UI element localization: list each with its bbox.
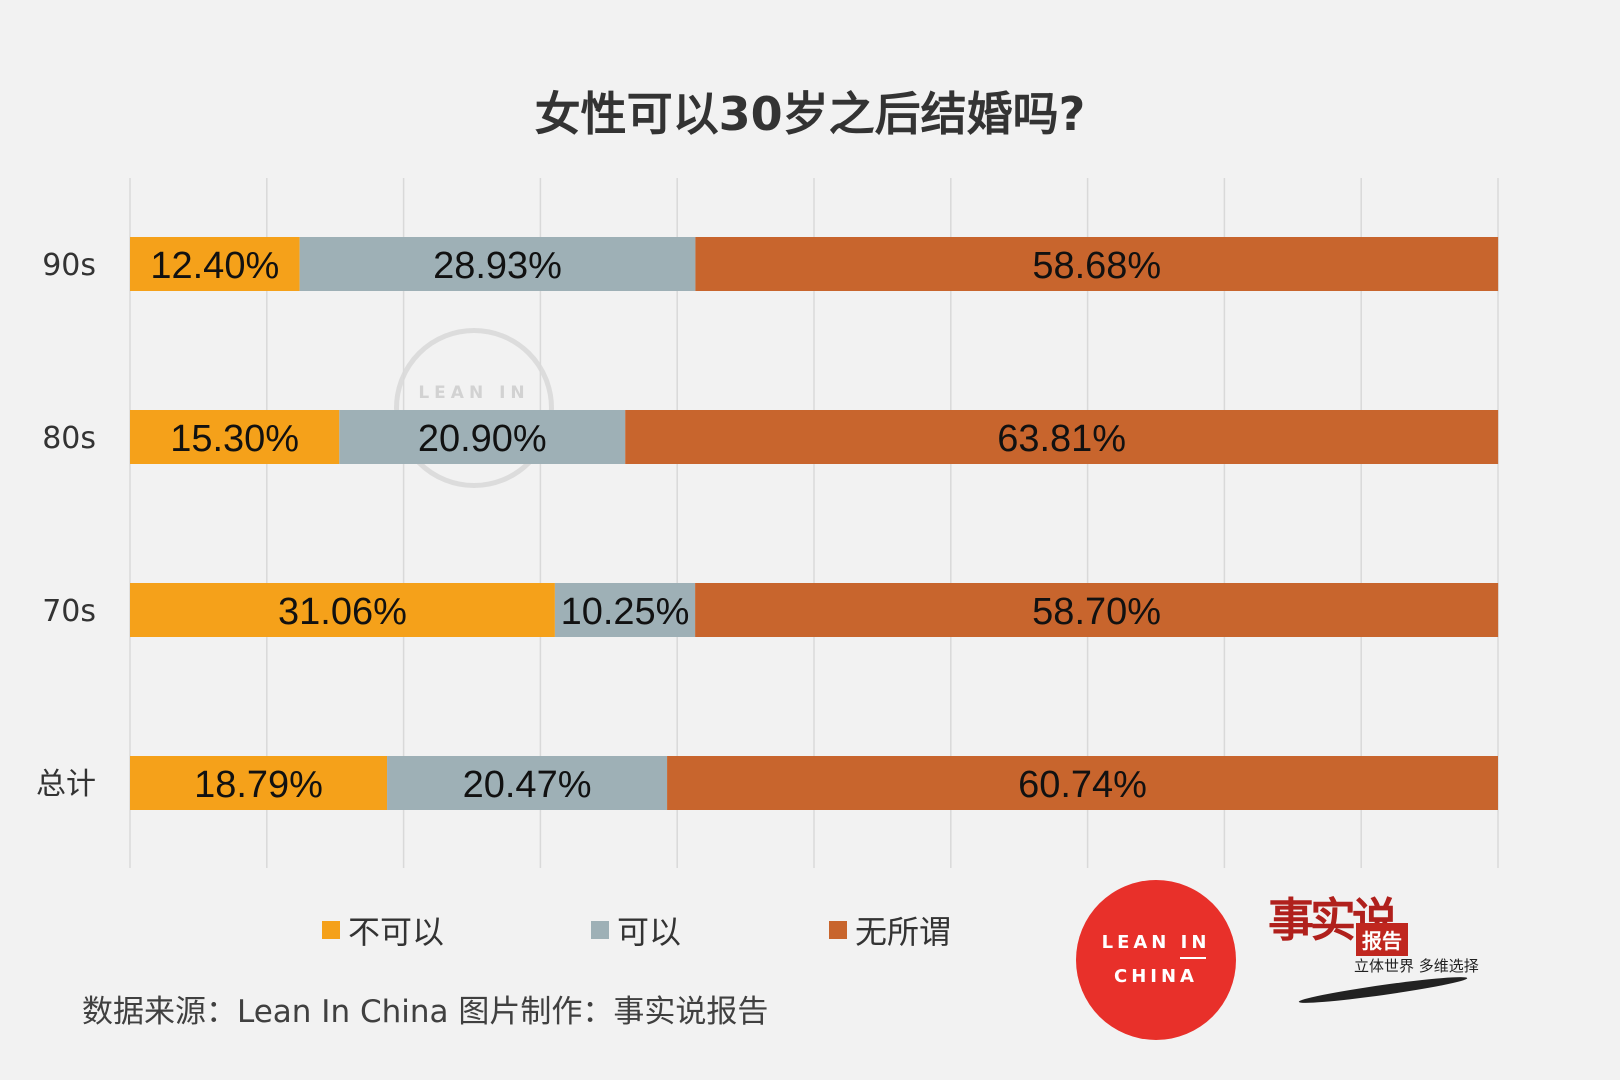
data-label: 58.70% — [1032, 591, 1161, 633]
data-label: 10.25% — [561, 591, 690, 633]
bar-segment — [130, 583, 555, 637]
bar-segment — [130, 410, 340, 464]
data-label: 31.06% — [278, 591, 407, 633]
chart-title: 女性可以30岁之后结婚吗? — [534, 87, 1086, 141]
data-label: 15.30% — [170, 418, 299, 460]
brand-badge: 报告 — [1356, 923, 1408, 956]
data-label: 18.79% — [194, 764, 323, 806]
bar-segment — [130, 756, 388, 810]
brush-stroke-icon — [1298, 973, 1468, 1007]
legend-item-keyi: 可以 — [591, 905, 681, 955]
data-label: 12.40% — [150, 245, 279, 287]
stacked-bar-chart: 90s 12.40% 28.93% 58.68% 80s 15.30% 20.90% 63.8… — [36, 178, 1499, 868]
bar-segment — [695, 237, 1499, 291]
legend-swatch — [591, 921, 609, 939]
bar-segment — [695, 583, 1499, 637]
legend-label: 不可以 — [348, 913, 445, 951]
data-label: 20.47% — [463, 764, 592, 806]
bar-segment — [625, 410, 1499, 464]
legend-item-wusuowei: 无所谓 — [829, 905, 951, 955]
bar-segment — [667, 756, 1498, 810]
legend-swatch — [322, 921, 340, 939]
bar-segment — [554, 583, 696, 637]
category-label: 70s — [42, 594, 96, 629]
bar-segment — [299, 237, 696, 291]
category-label: 90s — [42, 248, 96, 283]
legend-label: 无所谓 — [855, 913, 952, 951]
category-label: 总计 — [36, 767, 96, 802]
data-label: 63.81% — [997, 418, 1126, 460]
legend-label: 可以 — [617, 913, 682, 951]
lean-in-china-logo: LEAN IN CHINA — [1076, 880, 1236, 1040]
data-label: 28.93% — [433, 245, 562, 287]
bar-segment — [130, 237, 300, 291]
source-note: 数据来源：Lean In China 图片制作：事实说报告 — [82, 994, 769, 1030]
bar-segment — [339, 410, 626, 464]
brand-slogan: 立体世界 多维选择 — [1354, 957, 1479, 975]
data-label: 20.90% — [418, 418, 547, 460]
logo-line1: LEAN IN — [1101, 932, 1211, 953]
shishishuo-brand-logo: 事实说 报告 立体世界 多维选择 — [1268, 895, 1508, 1015]
data-label: 58.68% — [1032, 245, 1161, 287]
legend-swatch — [829, 921, 847, 939]
watermark-line1: LEAN IN — [418, 383, 530, 403]
logo-line2: CHINA — [1114, 966, 1198, 987]
logo-underline — [1180, 957, 1206, 959]
legend-item-bukeyi: 不可以 — [322, 905, 444, 955]
data-label: 60.74% — [1018, 764, 1147, 806]
bar-segment — [387, 756, 668, 810]
category-label: 80s — [42, 421, 96, 456]
